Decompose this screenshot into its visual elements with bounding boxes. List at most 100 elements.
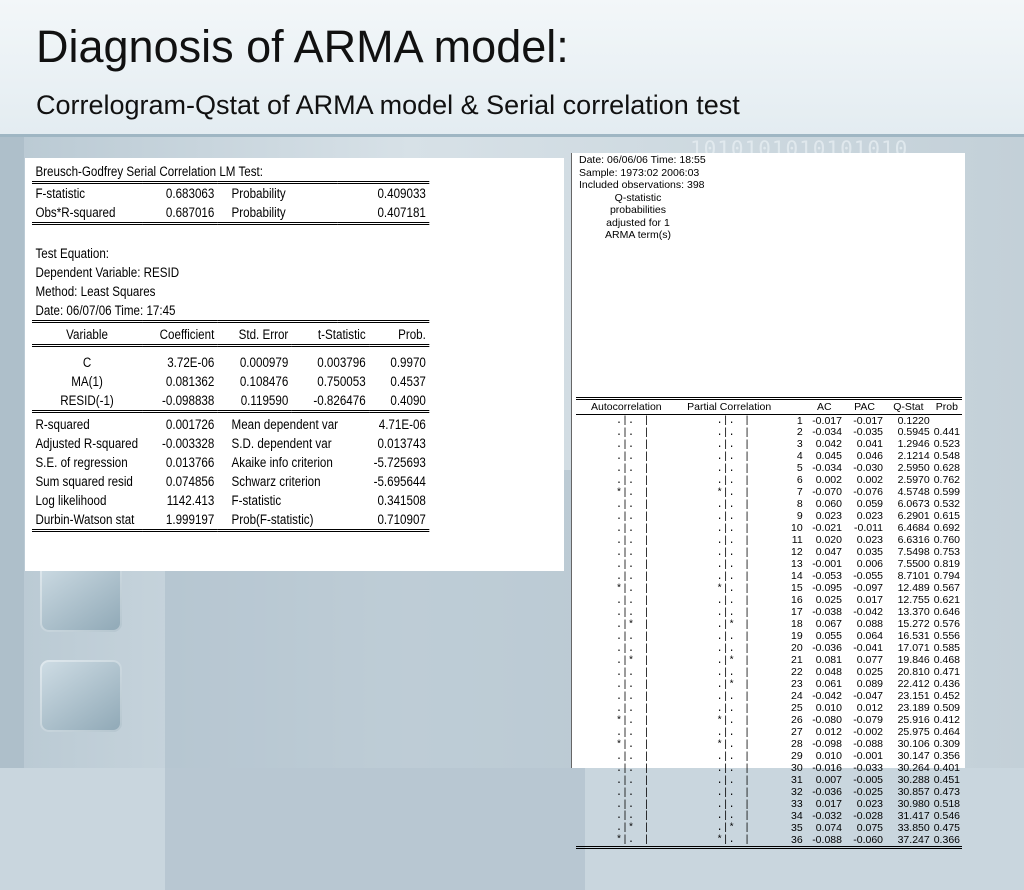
std-error-cell: 0.000979: [239, 355, 289, 370]
prob-cell: 0.548: [933, 450, 960, 463]
ac-cell: 0.025: [815, 594, 842, 607]
bar-separator: |: [734, 822, 749, 834]
bar-separator: |: [634, 678, 648, 690]
pac-bar-cell: .|. |: [677, 607, 782, 619]
prob-cell: 0.4537: [390, 374, 426, 389]
correlogram-row: .|. | .|. | 4 0.045 0.046 2.1214 0.548: [576, 451, 962, 463]
correlogram-panel: Date: 06/06/06 Time: 18:55 Sample: 1973:…: [571, 153, 965, 850]
bar-separator: |: [634, 642, 648, 654]
bar-separator: |: [734, 786, 749, 798]
ac-cell: 0.007: [815, 774, 842, 787]
pac-cell: 0.035: [856, 546, 884, 559]
lm-stat-row: F-statistic 0.683063 Probability 0.40903…: [32, 183, 429, 204]
ac-bar-cell: *|. |: [576, 739, 677, 751]
ac-bar-cell: .|. |: [576, 415, 677, 427]
ac-bar-cell: .|. |: [576, 475, 677, 487]
lag-cell: 26: [791, 714, 803, 727]
bar-separator: |: [734, 726, 749, 738]
col-header-ac: AC: [804, 397, 844, 415]
partial-correlation-bar: .|.: [716, 691, 735, 703]
correlogram-row: .|* | .|* | 18 0.067 0.088 15.272 0.576: [576, 619, 962, 631]
test-equation-title: Test Equation:: [35, 246, 110, 261]
partial-correlation-bar: .|*: [716, 655, 735, 667]
bar-separator: |: [634, 738, 648, 750]
qstat-cell: 23.189: [897, 702, 930, 715]
pac-bar-cell: .|. |: [677, 810, 782, 822]
pac-cell: 0.077: [856, 654, 884, 667]
ac-cell: 0.074: [815, 821, 842, 834]
partial-correlation-bar: .|.: [716, 787, 735, 799]
bar-separator: |: [634, 666, 648, 678]
partial-correlation-bar: *|.: [716, 487, 735, 499]
autocorrelation-bar: .|.: [616, 799, 635, 811]
prob-cell: 0.401: [933, 762, 960, 775]
lag-cell: 33: [791, 798, 803, 810]
partial-correlation-bar: .|.: [716, 799, 735, 811]
partial-correlation-bar: *|.: [716, 739, 735, 751]
lag-cell: 20: [791, 642, 803, 655]
ac-cell: 0.047: [815, 546, 842, 559]
correlogram-row: *|. | *|. | 7 -0.070 -0.076 4.5748 0.599: [576, 487, 962, 499]
autocorrelation-bar: .|.: [616, 691, 635, 703]
summary-value: -0.003328: [162, 436, 215, 451]
col-header-prob: Prob: [931, 397, 962, 415]
bar-separator: |: [634, 618, 648, 630]
bar-separator: |: [734, 558, 749, 570]
pac-bar-cell: .|. |: [677, 763, 782, 775]
stat-prob-value: 0.407181: [336, 203, 430, 225]
pac-cell: -0.060: [843, 834, 886, 850]
decorative-square-1: [40, 560, 122, 632]
ac-bar-cell: .|. |: [576, 703, 677, 715]
bar-separator: |: [634, 762, 648, 774]
lag-cell: 12: [791, 546, 803, 559]
pac-bar-cell: .|. |: [677, 799, 782, 811]
pac-bar-cell: .|. |: [677, 643, 782, 655]
date-line: Date: 06/07/06 Time: 17:45: [32, 301, 430, 323]
ac-cell: -0.001: [812, 558, 842, 571]
pac-bar-cell: .|. |: [677, 691, 782, 703]
summary-label: Durbin-Watson stat: [32, 510, 143, 532]
summary-value: 0.013743: [377, 436, 426, 451]
pac-cell: -0.088: [853, 738, 884, 751]
ac-cell: -0.036: [812, 642, 842, 655]
ac-cell: -0.032: [812, 809, 842, 822]
correlogram-row: .|. | .|. | 8 0.060 0.059 6.0673 0.532: [576, 499, 962, 511]
qstat-cell: 17.071: [897, 642, 930, 655]
pac-cell: -0.042: [853, 606, 884, 619]
qstat-cell: 30.264: [897, 762, 930, 775]
partial-correlation-bar: .|.: [716, 595, 735, 607]
pac-cell: -0.002: [853, 726, 884, 739]
ac-cell: 0.081: [815, 654, 842, 667]
lag-cell: 30: [791, 762, 803, 775]
bar-separator: |: [634, 654, 648, 666]
correlogram-row: .|. | .|. | 31 0.007 -0.005 30.288 0.451: [576, 775, 962, 787]
bar-separator: |: [734, 415, 749, 426]
bar-separator: |: [634, 594, 648, 606]
ac-cell: -0.034: [812, 426, 842, 439]
pac-bar-cell: .|. |: [677, 751, 782, 763]
bar-separator: |: [634, 798, 648, 810]
summary-row: Adjusted R-squared -0.003328 S.D. depend…: [32, 434, 429, 453]
lag-cell: 28: [791, 738, 803, 751]
bar-separator: |: [734, 462, 749, 474]
pac-cell: -0.097: [853, 582, 884, 595]
pac-cell: 0.059: [856, 498, 884, 511]
qstat-cell: 20.810: [897, 666, 930, 679]
partial-correlation-bar: .|.: [716, 559, 735, 571]
qstat-cell: 6.0673: [897, 498, 930, 511]
ac-bar-cell: *|. |: [576, 834, 677, 850]
col-header: Coefficient: [142, 325, 218, 347]
ac-cell: 0.010: [815, 702, 842, 715]
bar-separator: |: [634, 582, 648, 594]
col-header-qstat: Q-Stat: [885, 397, 932, 415]
ac-bar-cell: .|. |: [576, 439, 677, 451]
summary-label: Schwarz criterion: [231, 474, 321, 489]
summary-label: S.D. dependent var: [231, 436, 332, 451]
ac-bar-cell: *|. |: [576, 583, 677, 595]
qstat-cell: 33.850: [897, 821, 930, 834]
prob-cell: 0.468: [933, 654, 960, 667]
partial-correlation-bar: .|.: [716, 775, 735, 787]
bar-separator: |: [734, 798, 749, 810]
prob-cell: 0.4090: [369, 391, 430, 413]
ac-cell: 0.067: [815, 618, 842, 631]
